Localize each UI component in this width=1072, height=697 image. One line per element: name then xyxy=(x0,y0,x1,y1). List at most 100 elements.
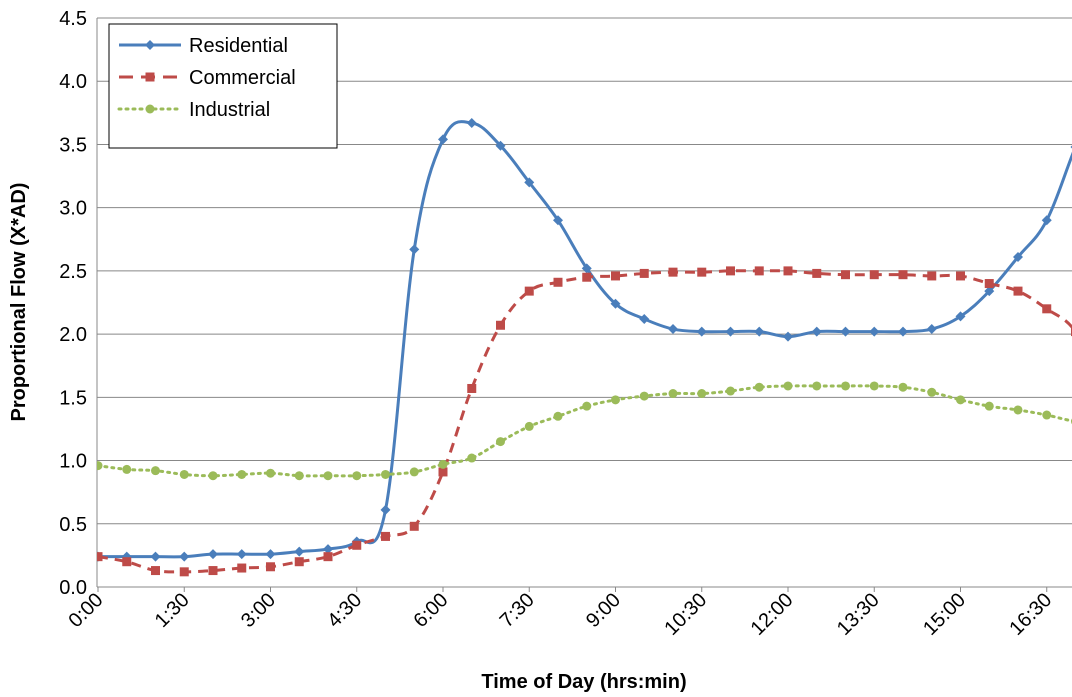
data-point-commercial xyxy=(869,270,879,280)
data-point-commercial xyxy=(1013,286,1023,296)
data-point-commercial xyxy=(323,552,333,562)
data-point-residential xyxy=(553,215,563,226)
data-point-commercial xyxy=(179,567,189,577)
series-line-industrial xyxy=(97,384,1072,478)
data-point-residential xyxy=(323,544,333,555)
data-point-residential xyxy=(581,263,592,274)
legend-marker-commercial xyxy=(145,72,155,82)
data-point-industrial xyxy=(179,469,189,479)
data-point-industrial xyxy=(783,381,793,391)
data-point-commercial xyxy=(726,266,735,276)
x-tick-label: 10:30 xyxy=(660,589,711,640)
legend-label-commercial: Commercial xyxy=(189,67,296,89)
data-point-commercial xyxy=(524,286,534,296)
data-point-industrial xyxy=(237,469,247,479)
legend-label-residential: Residential xyxy=(189,35,288,57)
y-tick-label: 4.0 xyxy=(59,71,87,93)
data-point-commercial xyxy=(754,266,764,276)
legend-label-industrial: Industrial xyxy=(189,99,270,121)
data-point-commercial xyxy=(668,267,678,277)
data-point-commercial xyxy=(381,531,390,541)
y-tick-label: 1.0 xyxy=(59,451,87,473)
y-tick-label: 2.0 xyxy=(59,324,87,346)
data-point-residential xyxy=(1041,215,1052,226)
data-point-industrial xyxy=(352,471,362,481)
data-point-industrial xyxy=(409,467,419,477)
data-point-commercial xyxy=(841,270,850,280)
data-point-residential xyxy=(639,313,650,324)
y-tick-labels: 0.0 0.5 1.0 1.5 2.0 2.5 3.0 3.5 4.0 4.5 xyxy=(59,8,87,599)
data-point-residential xyxy=(668,324,678,335)
axes xyxy=(96,18,1072,588)
data-point-residential xyxy=(236,549,247,560)
data-point-commercial xyxy=(496,320,505,330)
x-tick-label: 6:00 xyxy=(409,589,452,632)
y-tick-label: 4.5 xyxy=(59,8,87,30)
data-point-industrial xyxy=(1013,405,1023,415)
data-point-industrial xyxy=(668,389,678,399)
data-point-industrial xyxy=(496,437,505,447)
data-point-residential xyxy=(265,549,276,560)
data-point-commercial xyxy=(352,540,362,550)
data-point-industrial xyxy=(122,464,132,474)
series-commercial xyxy=(97,266,1072,577)
data-point-residential xyxy=(869,326,880,337)
data-point-residential xyxy=(294,546,305,557)
data-point-industrial xyxy=(467,453,477,463)
data-point-commercial xyxy=(611,271,620,281)
data-point-commercial xyxy=(639,268,649,278)
data-point-industrial xyxy=(927,387,937,397)
data-point-residential xyxy=(524,177,535,188)
data-point-industrial xyxy=(381,469,390,479)
data-point-industrial xyxy=(553,411,563,421)
legend-marker-residential xyxy=(145,40,155,50)
y-axis-title: Proportional Flow (X*AD) xyxy=(8,183,30,422)
data-point-industrial xyxy=(869,381,879,391)
y-tick-label: 2.5 xyxy=(59,261,87,283)
y-tick-label: 1.5 xyxy=(59,387,87,409)
data-point-industrial xyxy=(208,471,218,481)
data-point-residential xyxy=(466,117,477,128)
data-point-residential xyxy=(208,549,218,560)
series-residential xyxy=(97,117,1072,562)
data-point-industrial xyxy=(611,395,620,405)
x-tick-label: 3:00 xyxy=(237,589,280,632)
data-point-residential xyxy=(150,551,161,562)
data-point-industrial xyxy=(984,401,994,411)
data-point-residential xyxy=(811,326,822,337)
data-point-residential xyxy=(696,326,707,337)
y-tick-label: 3.5 xyxy=(59,134,87,156)
data-point-commercial xyxy=(409,521,419,531)
x-tick-label: 7:30 xyxy=(496,589,539,632)
data-point-commercial xyxy=(927,271,937,281)
data-point-industrial xyxy=(582,401,592,411)
data-point-industrial xyxy=(812,381,822,391)
data-point-residential xyxy=(754,326,765,337)
data-point-industrial xyxy=(898,382,908,392)
data-point-residential xyxy=(926,324,937,335)
data-point-industrial xyxy=(1042,410,1052,420)
data-point-commercial xyxy=(984,279,994,289)
data-point-commercial xyxy=(151,566,160,576)
data-point-industrial xyxy=(697,389,707,399)
x-tick-labels: 0:00 1:30 3:00 4:30 6:00 7:30 9:00 10:30 12:00 13… xyxy=(64,587,1056,640)
data-point-industrial xyxy=(323,471,333,481)
data-point-residential xyxy=(783,331,793,342)
data-point-commercial xyxy=(438,467,448,477)
data-point-commercial xyxy=(122,557,132,567)
data-point-industrial xyxy=(524,421,534,431)
data-point-commercial xyxy=(783,266,793,276)
data-point-residential xyxy=(725,326,736,337)
data-point-commercial xyxy=(812,268,822,278)
data-point-commercial xyxy=(553,277,563,287)
data-point-residential xyxy=(610,298,621,309)
data-point-residential xyxy=(898,326,908,337)
x-tick-label: 9:00 xyxy=(582,589,625,632)
x-tick-label: 12:00 xyxy=(747,589,798,640)
data-point-residential xyxy=(984,286,995,297)
legend-marker-industrial xyxy=(145,104,155,114)
data-point-industrial xyxy=(726,386,735,396)
data-point-industrial xyxy=(151,466,160,476)
data-point-commercial xyxy=(956,271,965,281)
x-axis-title: Time of Day (hrs:min) xyxy=(481,671,686,693)
